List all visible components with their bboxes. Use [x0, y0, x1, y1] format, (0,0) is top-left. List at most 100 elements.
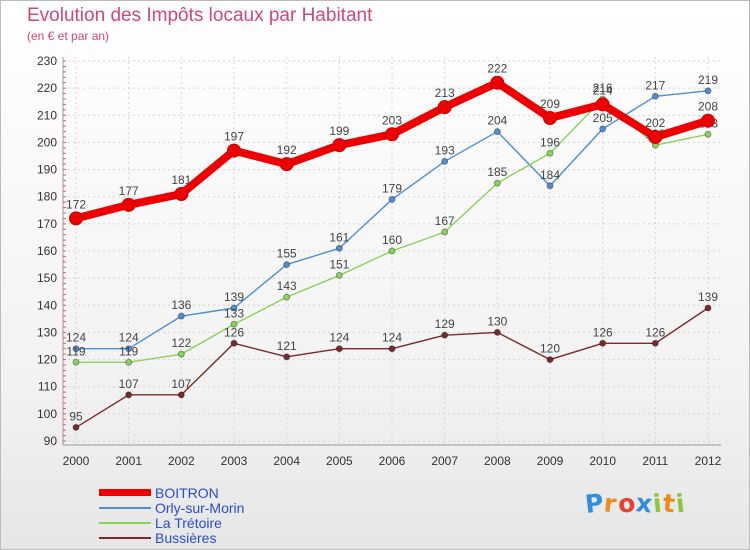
x-tick-label: 2011 [642, 454, 668, 468]
legend-item: Orly-sur-Morin [99, 499, 245, 516]
data-label: 179 [382, 181, 402, 195]
legend-item: BOITRON [99, 485, 244, 501]
data-label: 209 [540, 97, 560, 111]
x-tick-label: 2006 [379, 454, 406, 468]
data-point [599, 125, 607, 133]
data-point [72, 345, 80, 353]
data-point [230, 320, 238, 328]
data-label: 119 [66, 344, 85, 358]
data-point [704, 130, 712, 138]
legend-label: Orly-sur-Morin [155, 499, 245, 516]
data-point [546, 149, 554, 157]
data-point [283, 353, 291, 361]
data-point [441, 228, 449, 236]
data-point [177, 391, 185, 399]
data-label: 196 [540, 135, 560, 149]
data-label: 213 [435, 86, 455, 100]
data-label: 155 [277, 247, 297, 261]
data-point [177, 350, 185, 358]
data-label: 193 [435, 143, 455, 157]
data-label: 208 [698, 100, 718, 114]
data-point [227, 143, 241, 158]
data-label: 184 [540, 168, 560, 182]
x-tick-label: 2005 [326, 454, 353, 468]
data-point [599, 339, 607, 347]
data-label: 192 [277, 143, 297, 157]
data-label: 124 [66, 331, 86, 345]
data-label: 177 [119, 184, 139, 198]
data-label: 119 [119, 344, 138, 358]
legend-item: Bussières [99, 530, 244, 546]
x-tick-label: 2007 [431, 454, 458, 468]
data-label: 204 [487, 114, 507, 128]
x-tick-label: 2003 [221, 454, 248, 468]
data-label: 222 [487, 62, 507, 76]
data-label: 124 [119, 331, 139, 345]
data-point [648, 130, 663, 144]
data-point [230, 304, 238, 312]
data-point [230, 339, 238, 347]
data-label: 124 [382, 331, 402, 345]
data-point [335, 345, 343, 353]
data-point [388, 247, 396, 255]
data-label: 216 [593, 81, 613, 95]
y-tick-label: 120 [37, 353, 57, 367]
data-point [493, 328, 501, 336]
data-point [701, 113, 715, 128]
data-label: 214 [593, 83, 613, 97]
data-point [332, 138, 347, 153]
legend: BOITRON Orly-sur-Morin La Trétoire Bussière… [99, 485, 245, 546]
data-label: 167 [435, 214, 455, 228]
x-tick-label: 2002 [168, 454, 195, 468]
data-label: 139 [698, 290, 718, 304]
data-point [283, 293, 291, 301]
x-tick-label: 2001 [115, 454, 142, 468]
y-tick-label: 210 [37, 108, 57, 122]
legend-swatch [99, 521, 151, 524]
data-point [441, 331, 449, 339]
data-point [385, 127, 399, 142]
data-label: 185 [487, 165, 507, 179]
data-label: 139 [224, 290, 244, 304]
data-point [651, 92, 659, 100]
y-tick-label: 100 [37, 407, 57, 421]
data-point [283, 261, 291, 269]
data-label: 133 [224, 306, 244, 320]
data-point [125, 358, 133, 366]
legend-swatch [99, 506, 151, 509]
y-tick-label: 230 [37, 54, 57, 68]
legend-item: La Trétoire [99, 515, 244, 531]
data-label: 129 [435, 317, 455, 331]
data-label: 107 [119, 377, 139, 391]
data-point [704, 304, 712, 312]
data-point [388, 345, 396, 353]
data-label: 172 [66, 197, 86, 211]
x-tick-label: 2012 [695, 454, 722, 468]
data-label: 130 [487, 314, 507, 328]
y-tick-label: 130 [37, 325, 57, 339]
y-tick-label: 160 [37, 244, 57, 258]
data-point [174, 187, 189, 201]
data-label: 199 [329, 124, 349, 138]
data-label: 120 [540, 342, 560, 356]
y-tick-label: 140 [37, 298, 57, 312]
data-label: 122 [171, 336, 191, 350]
data-point [543, 111, 557, 125]
y-tick-label: 150 [37, 271, 57, 285]
y-tick-label: 220 [37, 81, 57, 95]
data-point [493, 179, 501, 187]
data-point [546, 182, 554, 190]
data-label: 161 [329, 230, 349, 244]
data-point [490, 75, 505, 90]
x-tick-label: 2009 [537, 454, 564, 468]
data-point [335, 244, 343, 252]
data-label: 205 [593, 111, 613, 125]
data-point [441, 157, 449, 165]
data-point [388, 195, 396, 203]
y-tick-label: 110 [38, 380, 57, 394]
data-label: 203 [382, 113, 402, 127]
legend-swatch [99, 489, 151, 496]
chart-subtitle: (en € et par an) [27, 29, 110, 43]
